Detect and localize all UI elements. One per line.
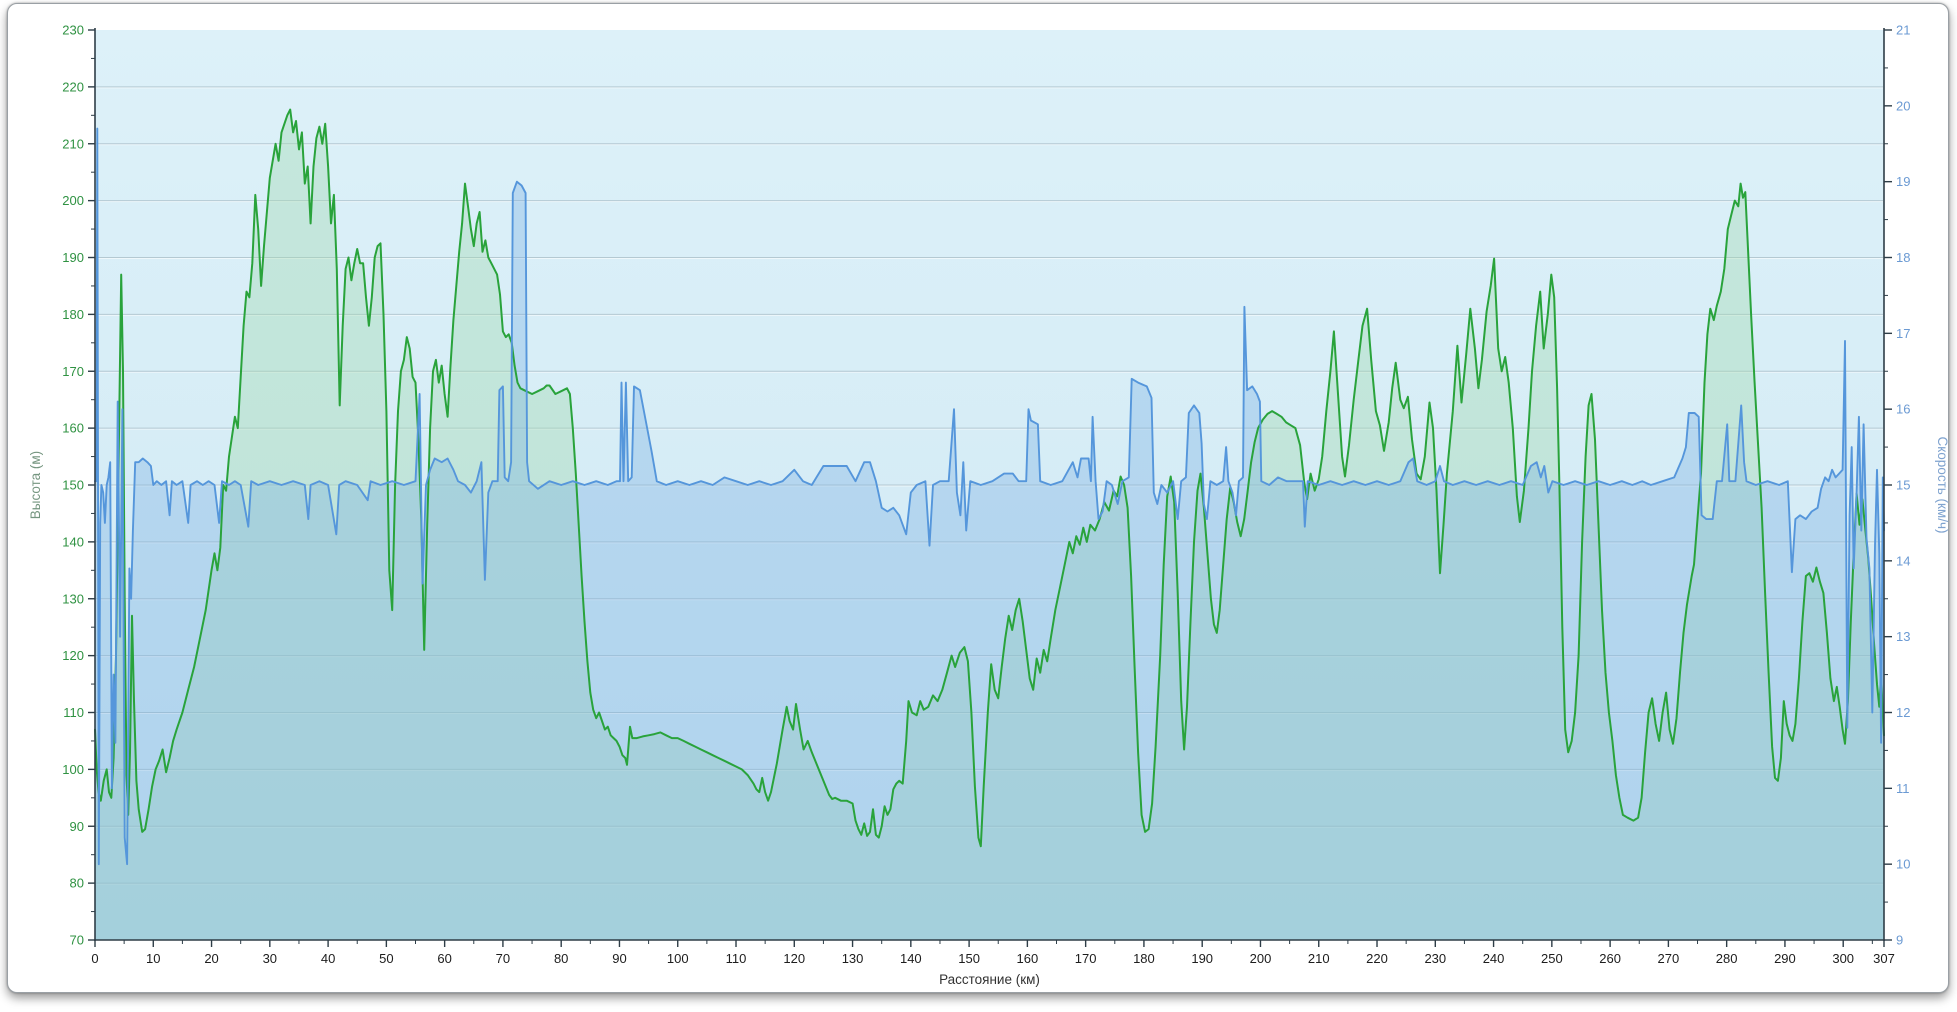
y-left-tick-label: 140 [62,534,84,549]
y-right-tick-label: 14 [1896,553,1910,568]
y-right-tick-label: 17 [1896,326,1910,341]
x-tick-label: 160 [1017,951,1039,966]
x-axis-title: Расстояние (км) [939,972,1040,987]
y-right-tick-label: 16 [1896,402,1910,417]
y-left-tick-label: 80 [70,876,84,891]
x-tick-label: 40 [321,951,335,966]
y-left-tick-label: 230 [62,23,84,38]
y-right-tick-label: 11 [1896,781,1910,796]
y-right-tick-label: 10 [1896,857,1910,872]
x-tick-label: 300 [1832,951,1854,966]
x-tick-label: 100 [667,951,689,966]
x-tick-label: 140 [900,951,922,966]
x-tick-label: 230 [1424,951,1446,966]
y-left-tick-label: 70 [70,933,84,948]
gridlines [96,86,1883,885]
x-tick-label: 130 [842,951,864,966]
x-tick-label: 170 [1075,951,1097,966]
y-right-tick-label: 20 [1896,98,1910,113]
x-axis-ticks: 0 10 20 30 40 50 60 70 80 90 100 110 120 130 140 150 160… [91,940,1895,966]
y-axis-left-title: Высота (м) [28,451,43,519]
y-left-tick-label: 110 [63,705,84,720]
y-right-tick-label: 18 [1896,250,1910,265]
y-left-tick-label: 150 [62,478,84,493]
y-left-tick-label: 90 [70,819,84,834]
x-tick-label: 70 [496,951,510,966]
x-tick-label: 90 [612,951,626,966]
x-tick-label: 60 [437,951,451,966]
y-axis-right-title: Скорость (км/ч) [1935,436,1950,533]
x-tick-label: 280 [1716,951,1738,966]
y-right-tick-label: 13 [1896,629,1910,644]
x-tick-label: 250 [1541,951,1563,966]
y-right-tick-label: 21 [1896,23,1910,38]
y-right-tick-label: 19 [1896,174,1910,189]
x-tick-label: 190 [1191,951,1213,966]
x-tick-label: 210 [1308,951,1330,966]
x-tick-label: 240 [1483,951,1505,966]
y-left-tick-label: 210 [62,136,84,151]
x-tick-label: 30 [263,951,277,966]
x-tick-label: 260 [1599,951,1621,966]
elevation-area [95,109,1884,941]
x-tick-label: 80 [554,951,568,966]
x-tick-label: 220 [1366,951,1388,966]
y-left-tick-label: 160 [62,421,84,436]
elevation-line [94,108,1885,848]
y-axis-left-ticks: 70 80 90 100 110 120 130 140 150 160 170 180 190 200 2… [62,23,95,948]
x-tick-label: 120 [783,951,805,966]
y-left-tick-label: 130 [62,591,84,606]
x-tick-label: 110 [726,951,747,966]
y-right-tick-label: 9 [1896,933,1903,948]
x-tick-label: 290 [1774,951,1796,966]
y-axis-right-ticks: 9 10 11 12 13 14 15 16 17 18 19 20 21 [1884,23,1910,948]
y-right-tick-label: 12 [1896,705,1910,720]
y-left-tick-label: 190 [62,250,84,265]
x-tick-label: 150 [958,951,980,966]
speed-area [95,128,1884,941]
x-tick-label: 180 [1133,951,1155,966]
y-left-tick-label: 180 [62,307,84,322]
x-tick-label: 270 [1658,951,1680,966]
y-left-tick-label: 170 [62,364,84,379]
x-tick-label: 10 [146,951,160,966]
y-right-tick-label: 15 [1896,478,1910,493]
x-tick-label: 307 [1873,951,1895,966]
y-left-tick-label: 220 [62,79,84,94]
y-left-tick-label: 120 [62,648,84,663]
x-tick-label: 200 [1250,951,1272,966]
x-tick-label: 20 [204,951,218,966]
y-left-tick-label: 100 [62,762,84,777]
x-tick-label: 50 [379,951,393,966]
speed-line [94,127,1885,866]
x-tick-label: 0 [91,951,98,966]
y-left-tick-label: 200 [62,193,84,208]
